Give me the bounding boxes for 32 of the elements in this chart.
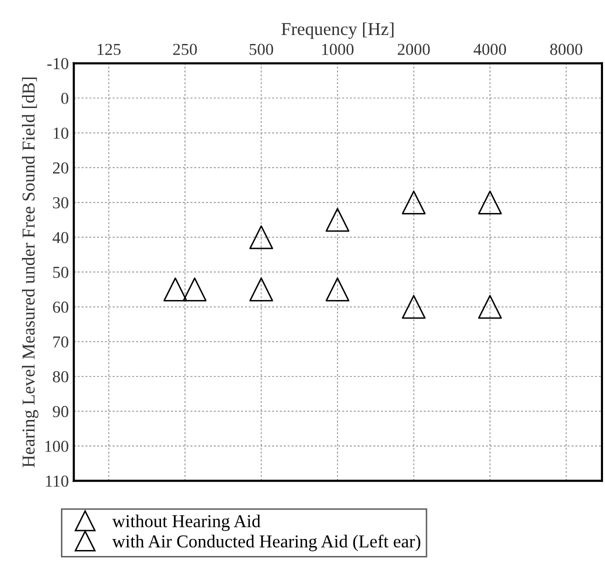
y-tick-label: 50 — [53, 266, 68, 278]
y-tick-label: -10 — [47, 58, 68, 70]
x-tick-label: 250 — [173, 44, 197, 56]
x-tick-label: 500 — [250, 44, 274, 56]
legend-label: with Air Conducted Hearing Aid (Left ear) — [112, 534, 420, 552]
x-tick-label: 4000 — [474, 44, 506, 56]
y-tick-label: 30 — [53, 197, 68, 208]
point — [326, 278, 350, 302]
y-tick-label: 20 — [53, 162, 68, 174]
point — [402, 294, 426, 319]
y-tick-label: 70 — [53, 336, 68, 348]
point — [249, 225, 274, 250]
y-tick-label: 110 — [46, 476, 68, 487]
y-axis-title: Hearing Level Measured under Free Sound Field [dB] — [22, 78, 38, 468]
x-tick-label: 8000 — [550, 44, 582, 56]
x-tick-label: 2000 — [398, 44, 430, 56]
y-tick-label: 0 — [61, 92, 68, 104]
y-tick-label: 90 — [52, 406, 68, 418]
point — [478, 190, 502, 214]
point — [478, 294, 502, 319]
legend-label: without Hearing Aid — [112, 514, 260, 532]
point — [249, 278, 274, 302]
y-tick-label: 80 — [52, 371, 68, 382]
x-tick-label: 125 — [98, 44, 121, 56]
y-tick-label: 60 — [53, 302, 68, 313]
y-tick-label: 40 — [52, 232, 68, 244]
x-tick-label: 1000 — [322, 44, 354, 56]
y-tick-label: 100 — [45, 440, 68, 452]
x-axis-title: Frequency [Hz] — [282, 22, 394, 39]
point — [326, 208, 350, 232]
point — [402, 190, 426, 214]
y-tick-label: 10 — [54, 128, 68, 139]
